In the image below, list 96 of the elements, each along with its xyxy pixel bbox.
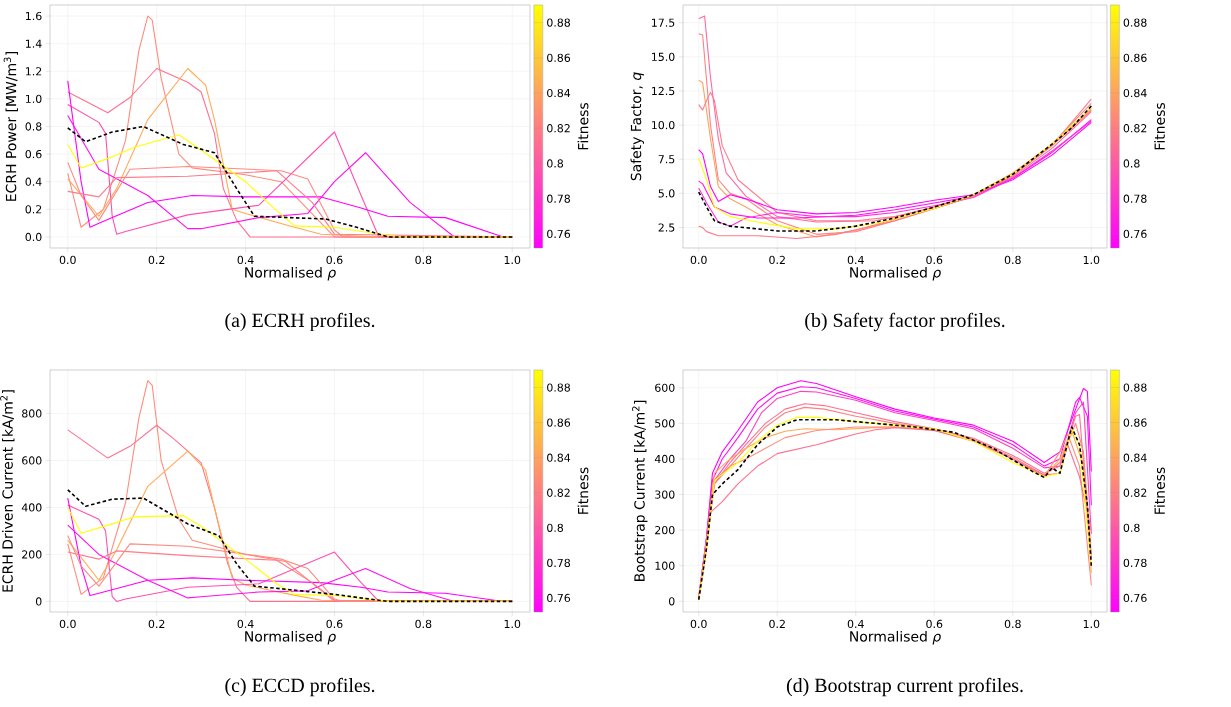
y-tick-label: 7.5	[658, 155, 675, 164]
color-bar-label: 0.84	[1123, 453, 1147, 462]
y-tick-label: 1.6	[26, 11, 42, 21]
color-bar-title: Fitness	[577, 467, 589, 514]
color-bar-label: 0.88	[547, 383, 571, 392]
x-tick-label: 0.2	[769, 619, 785, 629]
y-tick-label: 12.5	[652, 86, 675, 96]
y-tick-label: 400	[654, 454, 675, 464]
x-tick-label: 0.0	[59, 619, 76, 629]
y-tick-label: 0.4	[25, 177, 42, 186]
x-tick-label: 0.8	[415, 619, 432, 629]
text: (a) ECRH profiles.	[225, 312, 375, 332]
color-bar-label: 0.82	[1123, 124, 1147, 133]
y-tick-label: 0.8	[25, 122, 42, 131]
color-bar-label: 0.78	[547, 194, 571, 203]
y-axis-title: ECRH Power [MW/m$^{3}$]	[3, 51, 18, 201]
color-bar-label: 0.8	[1123, 523, 1140, 532]
x-axis-title: Normalised ρ	[245, 630, 336, 645]
x-tick-label: 0.4	[237, 619, 254, 629]
y-tick-label: 15.0	[652, 52, 675, 62]
color-bar-label: 0.76	[1123, 229, 1147, 239]
y-tick-label: 300	[655, 490, 675, 499]
color-bar-title: Fitness	[1154, 103, 1165, 150]
color-bar-label: 0.8	[1123, 159, 1140, 168]
x-tick-label: 1.0	[504, 255, 521, 265]
color-bar-title: Fitness	[577, 103, 589, 150]
x-tick-label: 0.4	[847, 255, 864, 265]
color-bar-label: 0.86	[547, 53, 571, 62]
x-tick-label: 0.6	[326, 619, 343, 629]
y-tick-label: 100	[655, 561, 675, 570]
color-bar-label: 0.78	[547, 558, 571, 568]
x-tick-label: 1.0	[1083, 255, 1100, 265]
color-bar-label: 0.82	[1123, 488, 1147, 497]
y-tick-label: 0.2	[25, 205, 42, 214]
color-bar-title: Fitness	[1154, 467, 1165, 514]
x-axis-title: Normalised ρ	[850, 630, 941, 645]
color-bar-label: 0.76	[547, 229, 571, 239]
x-tick-label: 0.8	[415, 255, 432, 265]
y-axis-title: Safety Factor, q	[630, 72, 644, 181]
y-tick-label: 600	[22, 456, 42, 465]
x-tick-label: 0.6	[926, 255, 943, 265]
x-tick-label: 0.2	[148, 255, 165, 265]
color-bar-label: 0.86	[1123, 53, 1147, 62]
x-axis-title: Normalised ρ	[850, 266, 941, 281]
x-tick-label: 0.2	[148, 619, 165, 629]
x-tick-label: 0.0	[690, 619, 707, 629]
color-bar-label: 0.76	[547, 593, 571, 603]
text: (b) Safety factor profiles.	[805, 312, 1005, 332]
x-tick-label: 1.0	[504, 619, 521, 629]
y-tick-label: 400	[21, 503, 42, 512]
text: (d) Bootstrap current profiles.	[786, 677, 1023, 697]
x-tick-label: 0.6	[926, 619, 943, 629]
x-tick-label: 1.0	[1083, 619, 1100, 629]
color-bar-label: 0.82	[547, 124, 570, 133]
y-tick-label: 1.0	[26, 94, 42, 104]
y-tick-label: 1.2	[26, 67, 42, 76]
color-bar-label: 0.78	[1123, 194, 1147, 203]
y-tick-label: 5.0	[658, 189, 675, 198]
x-tick-label: 0.4	[847, 619, 864, 629]
y-axis-title: Bootstrap Current [kA/m$^{2}$]	[632, 400, 648, 581]
y-tick-label: 10.0	[652, 120, 675, 130]
y-tick-label: 0.6	[25, 149, 42, 159]
x-tick-label: 0.8	[1004, 619, 1021, 629]
color-bar-label: 0.86	[1123, 418, 1147, 427]
x-tick-label: 0.0	[690, 255, 707, 265]
x-tick-label: 0.2	[769, 255, 785, 265]
color-bar-label: 0.84	[1123, 88, 1147, 98]
y-tick-label: 200	[655, 526, 675, 535]
color-bar-label: 0.8	[547, 523, 564, 532]
x-tick-label: 0.4	[237, 255, 254, 265]
x-tick-label: 0.0	[59, 255, 76, 265]
color-bar-label: 0.86	[547, 418, 571, 427]
y-axis-title: ECRH Driven Current [kA/m$^{2}$]	[0, 390, 15, 592]
color-bar-label: 0.84	[547, 88, 571, 98]
y-tick-label: 0	[668, 597, 675, 606]
color-bar-label: 0.88	[547, 18, 571, 27]
x-tick-label: 0.8	[1004, 255, 1021, 265]
color-bar-label: 0.8	[547, 159, 564, 168]
y-tick-label: 800	[22, 409, 42, 418]
color-bar-label: 0.78	[1123, 558, 1147, 568]
color-bar-label: 0.88	[1123, 383, 1147, 392]
x-axis-title: Normalised ρ	[245, 266, 336, 281]
x-tick-label: 0.6	[326, 255, 343, 265]
y-tick-label: 1.4	[26, 39, 42, 48]
y-tick-label: 200	[22, 550, 42, 559]
y-tick-label: 0.0	[25, 232, 42, 242]
y-tick-label: 17.5	[652, 18, 675, 27]
color-bar-label: 0.88	[1123, 18, 1147, 27]
y-tick-label: 600	[655, 383, 675, 392]
color-bar-label: 0.76	[1123, 593, 1147, 603]
y-tick-label: 2.5	[658, 223, 675, 232]
text: (c) ECCD profiles.	[225, 677, 375, 697]
y-tick-label: 500	[655, 419, 675, 428]
color-bar-label: 0.82	[547, 488, 570, 497]
y-tick-label: 0	[35, 597, 42, 606]
color-bar-label: 0.84	[547, 453, 571, 462]
